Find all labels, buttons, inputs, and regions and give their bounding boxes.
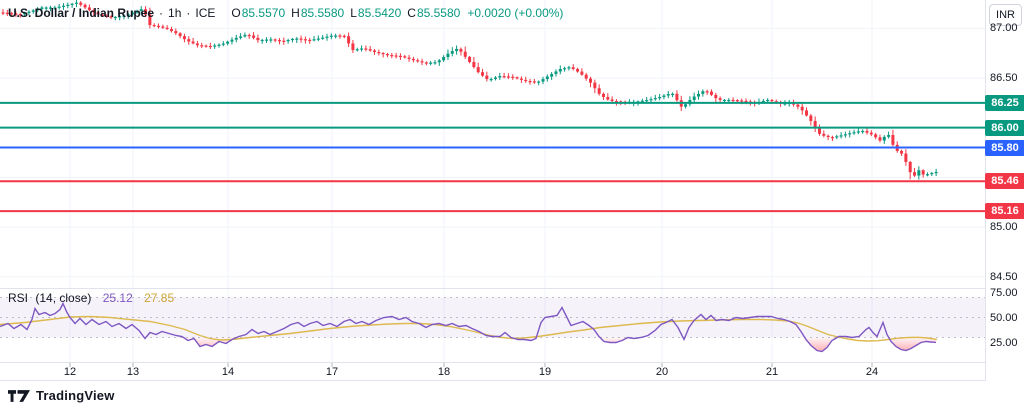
ohlc-key: L bbox=[350, 6, 357, 20]
level-price-badge: 86.25 bbox=[985, 94, 1024, 111]
rsi-tick-label: 25.00 bbox=[990, 336, 1018, 349]
price-tick-label: 86.50 bbox=[990, 72, 1018, 84]
rsi-name: RSI bbox=[8, 291, 29, 305]
chart-legend: U.S. Dollar / Indian Rupee · 1h · ICE O8… bbox=[8, 6, 563, 20]
ohlc-value: 85.5420 bbox=[357, 6, 402, 20]
price-tick-label: 87.00 bbox=[990, 22, 1018, 35]
time-tick-label: 18 bbox=[437, 366, 451, 378]
time-tick-label: 12 bbox=[63, 366, 77, 378]
symbol-title[interactable]: U.S. Dollar / Indian Rupee bbox=[8, 6, 155, 20]
tradingview-logo-icon[interactable] bbox=[8, 389, 30, 403]
footer-bar: TradingView bbox=[0, 382, 1024, 409]
rsi-tick-label: 75.00 bbox=[990, 286, 1018, 299]
level-price-badge: 86.00 bbox=[985, 119, 1024, 136]
ohlc-key: C bbox=[407, 6, 416, 20]
time-tick-label: 17 bbox=[325, 366, 339, 378]
time-tick-label: 24 bbox=[865, 366, 879, 378]
price-axis[interactable]: INR 87.00 86.50 85.00 84.50 75.00 50.00 25.00 8… bbox=[985, 0, 1024, 381]
chart-surface[interactable] bbox=[0, 0, 1024, 381]
tradingview-brand-text[interactable]: TradingView bbox=[36, 388, 115, 403]
separator-dot: · bbox=[186, 6, 191, 20]
time-tick-label: 14 bbox=[221, 366, 235, 378]
candlesticks bbox=[1, 0, 938, 180]
rsi-line bbox=[0, 301, 937, 353]
time-tick-label: 21 bbox=[765, 366, 779, 378]
interval-label[interactable]: 1h bbox=[168, 6, 182, 20]
currency-toggle-button[interactable]: INR bbox=[989, 4, 1022, 26]
separator-dot: · bbox=[159, 6, 164, 20]
rsi-tick-label: 50.00 bbox=[990, 311, 1018, 324]
ohlc-values: O85.5570 H85.5580 L85.5420 C85.5580 bbox=[225, 6, 460, 20]
ohlc-key: H bbox=[291, 6, 300, 20]
level-price-badge: 85.16 bbox=[985, 203, 1024, 220]
ohlc-value: 85.5570 bbox=[241, 6, 286, 20]
rsi-plot bbox=[0, 301, 938, 353]
level-price-badge: 85.46 bbox=[985, 173, 1024, 190]
rsi-ma-line bbox=[0, 315, 938, 342]
rsi-indicator-legend[interactable]: RSI (14, close) 25.12 27.85 bbox=[8, 291, 174, 305]
rsi-ma-value: 27.85 bbox=[144, 291, 175, 305]
rsi-band bbox=[0, 297, 985, 338]
level-price-badge: 85.80 bbox=[985, 139, 1024, 156]
price-tick-label: 85.00 bbox=[990, 220, 1018, 233]
price-change: +0.0020 (+0.00%) bbox=[467, 6, 564, 20]
ohlc-value: 85.5580 bbox=[300, 6, 345, 20]
price-tick-label: 84.50 bbox=[990, 270, 1018, 283]
ohlc-key: O bbox=[231, 6, 241, 20]
time-tick-label: 13 bbox=[126, 366, 140, 378]
rsi-params: (14, close) bbox=[35, 291, 92, 305]
rsi-value: 25.12 bbox=[102, 291, 133, 305]
ohlc-value: 85.5580 bbox=[416, 6, 461, 20]
exchange-label[interactable]: ICE bbox=[195, 6, 216, 20]
time-tick-label: 20 bbox=[655, 366, 669, 378]
time-tick-label: 19 bbox=[538, 366, 552, 378]
